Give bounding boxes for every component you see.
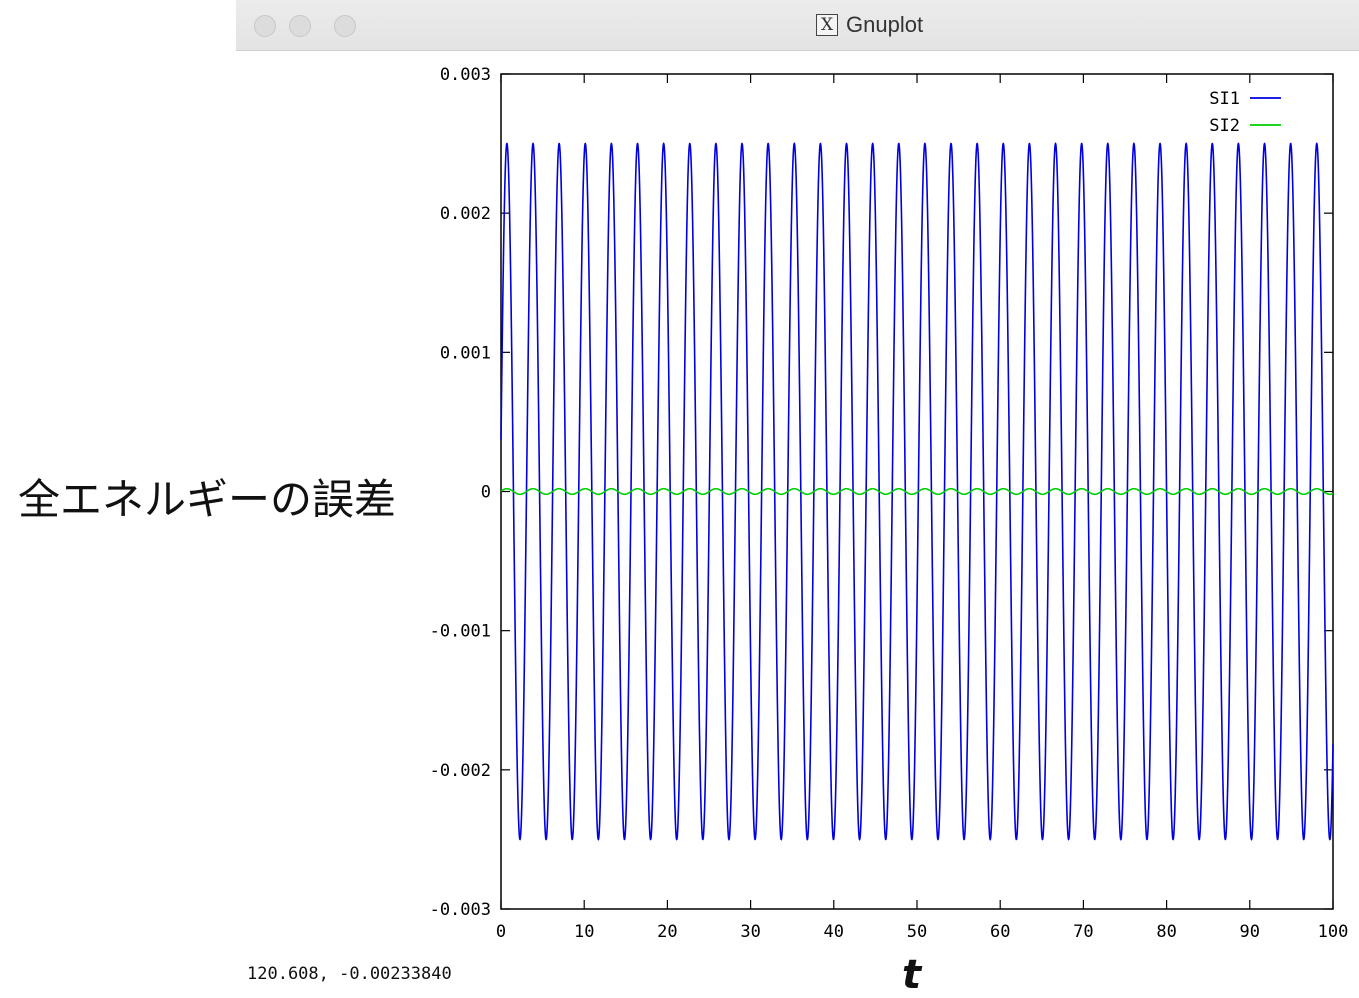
window-title: Gnuplot <box>846 12 924 37</box>
series-line-si2 <box>500 487 1334 496</box>
x-tick-label: 50 <box>907 922 927 942</box>
y-tick-label: -0.001 <box>430 622 491 642</box>
x-axis-label: t <box>902 952 922 998</box>
minimize-button[interactable] <box>289 15 311 37</box>
y-tick-label: -0.003 <box>430 900 491 920</box>
y-axis-label: 全エネルギーの誤差 <box>18 475 397 524</box>
y-tick-label: 0.001 <box>440 343 491 363</box>
x-tick-label: 10 <box>574 922 594 942</box>
y-tick-label: 0 <box>481 483 491 503</box>
zoom-button[interactable] <box>334 15 356 37</box>
x-tick-label: 100 <box>1318 922 1349 942</box>
x-tick-label: 80 <box>1156 922 1176 942</box>
x11-icon: X <box>816 14 838 36</box>
window-title-group: X Gnuplot <box>816 12 923 38</box>
y-tick-label: -0.002 <box>430 761 491 781</box>
x-tick-label: 0 <box>496 922 506 942</box>
legend-label-si2: SI2 <box>1209 116 1240 136</box>
coordinate-readout: 120.608, -0.00233840 <box>247 964 452 984</box>
title-bar[interactable]: X Gnuplot <box>236 0 1359 51</box>
x-tick-label: 30 <box>740 922 760 942</box>
x-tick-label: 90 <box>1240 922 1260 942</box>
x-tick-label: 70 <box>1073 922 1093 942</box>
x-tick-label: 20 <box>657 922 677 942</box>
y-tick-label: 0.003 <box>440 65 491 85</box>
legend-label-si1: SI1 <box>1209 89 1240 109</box>
gnuplot-window: X Gnuplot <box>236 0 1359 995</box>
x-tick-label: 40 <box>824 922 844 942</box>
y-tick-label: 0.002 <box>440 204 491 224</box>
series-line-si1 <box>500 142 1334 841</box>
close-button[interactable] <box>254 15 276 37</box>
x-tick-label: 60 <box>990 922 1010 942</box>
